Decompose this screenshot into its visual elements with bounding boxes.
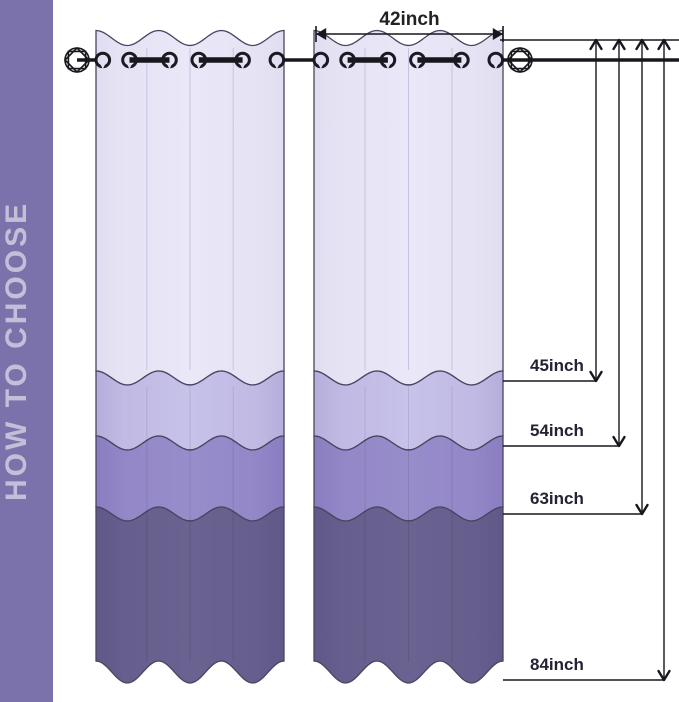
svg-text:63inch: 63inch bbox=[530, 489, 584, 508]
svg-text:54inch: 54inch bbox=[530, 421, 584, 440]
svg-text:42inch: 42inch bbox=[379, 9, 439, 30]
svg-text:45inch: 45inch bbox=[530, 356, 584, 375]
svg-text:84inch: 84inch bbox=[530, 655, 584, 674]
